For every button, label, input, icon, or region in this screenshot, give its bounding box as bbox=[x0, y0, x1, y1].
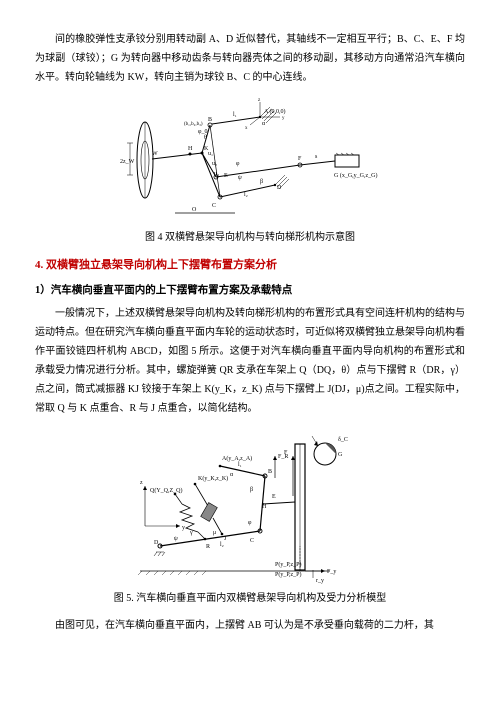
label-u2: u₂ bbox=[212, 161, 217, 167]
label-pp: P(y_P,z_P) bbox=[275, 571, 302, 578]
label-ry: r_y bbox=[316, 578, 324, 584]
label-zw: 2z_W bbox=[120, 159, 135, 165]
label-fy: F_y bbox=[327, 569, 336, 575]
label-l2: l₂ bbox=[244, 192, 248, 198]
svg-text:B: B bbox=[208, 117, 212, 123]
figure-4-caption: 图 4 双横臂悬架导向机构与转向梯形机构示意图 bbox=[35, 228, 465, 247]
label-x4: x bbox=[245, 126, 248, 131]
figure-5-svg: y z D A(y_A,z_A) C l₂ ψ B l₁ α β H φ E bbox=[120, 426, 380, 586]
label-psi5: ψ bbox=[174, 536, 178, 542]
subsection-1-title: 1）汽车横向垂直平面内的上下摆臂布置方案及承载特点 bbox=[35, 281, 465, 301]
svg-text:E: E bbox=[272, 494, 276, 500]
svg-text:C: C bbox=[250, 538, 254, 544]
label-psi: ψ bbox=[238, 175, 242, 181]
label-y4: y bbox=[282, 116, 285, 121]
svg-text:C: C bbox=[212, 203, 216, 209]
svg-text:O: O bbox=[192, 207, 197, 213]
section-4-title: 4. 双横臂独立悬架导向机构上下摆臂布置方案分析 bbox=[35, 255, 465, 276]
label-l1: l₁ bbox=[233, 112, 237, 118]
label-phi5: φ bbox=[248, 520, 252, 526]
label-a5: A(y_A,z_A) bbox=[222, 455, 252, 462]
label-q: Q(Y_Q,Z_Q) bbox=[150, 487, 183, 494]
paragraph-1: 间的橡胶弹性支承铰分别用转动副 A、D 近似替代，其轴线不一定相互平行；B、C、… bbox=[35, 30, 465, 87]
label-beta5: β bbox=[250, 487, 253, 493]
label-alpha5: α bbox=[230, 472, 234, 478]
label-g: G (x_G,y_G,z_G) bbox=[334, 172, 378, 179]
svg-text:B: B bbox=[268, 469, 272, 475]
svg-text:s: s bbox=[315, 154, 318, 160]
label-z5: z bbox=[140, 480, 143, 486]
label-theta: θ bbox=[204, 135, 207, 141]
label-h: H bbox=[188, 146, 193, 152]
svg-text:D: D bbox=[154, 540, 159, 546]
label-u1: u₁ bbox=[208, 151, 213, 157]
figure-4-svg: 2z_W W H K B A (0,0,0) l₁ α φ_0 θ u₁ u₂ … bbox=[120, 95, 380, 225]
figure-5-caption: 图 5. 汽车横向垂直平面内双横臂悬架导向机构及受力分析模型 bbox=[35, 589, 465, 608]
paragraph-3: 由图可见，在汽车横向垂直平面内，上摆臂 AB 可认为是不承受垂向载荷的二力杆，其 bbox=[35, 616, 465, 635]
label-alpha: α bbox=[262, 121, 266, 127]
label-w: W bbox=[152, 151, 158, 157]
svg-text:R: R bbox=[206, 544, 210, 550]
label-phi: φ bbox=[236, 161, 240, 167]
label-dc: δ_C bbox=[338, 437, 348, 443]
label-k5: K(y_K,z_K) bbox=[198, 475, 228, 482]
figure-4: 2z_W W H K B A (0,0,0) l₁ α φ_0 θ u₁ u₂ … bbox=[35, 95, 465, 247]
label-y5: y bbox=[182, 525, 185, 531]
label-beta: β bbox=[260, 179, 263, 185]
figure-5: y z D A(y_A,z_A) C l₂ ψ B l₁ α β H φ E bbox=[35, 426, 465, 608]
paragraph-2: 一般情况下，上述双横臂悬架导向机构及转向梯形机构的布置形式具有空间连杆机构的结构… bbox=[35, 304, 465, 418]
label-b: (b₁,b₂,b₃) bbox=[184, 122, 203, 127]
label-z4: z bbox=[258, 98, 261, 103]
svg-text:F: F bbox=[298, 156, 302, 162]
svg-text:G: G bbox=[338, 452, 343, 458]
label-p: P(y_P,z_P) bbox=[275, 561, 302, 568]
label-mu: μ bbox=[213, 530, 216, 536]
label-gamma: γ bbox=[189, 530, 193, 536]
svg-text:J: J bbox=[224, 536, 227, 542]
label-l2b: l₂ bbox=[220, 542, 224, 548]
label-l1b: l₁ bbox=[238, 462, 242, 468]
